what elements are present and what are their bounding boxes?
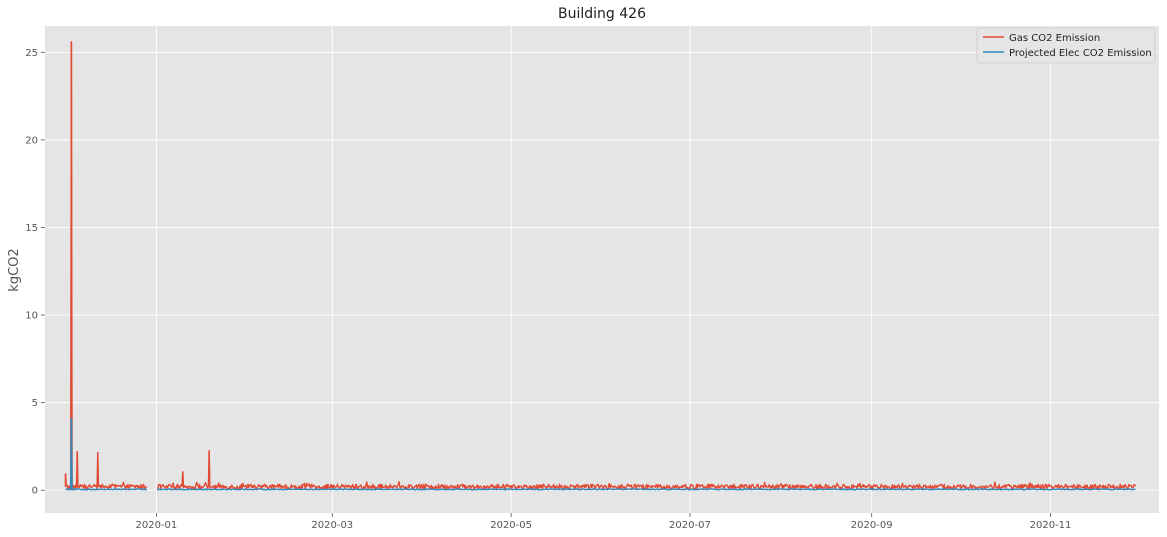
x-tick-label: 2020-03 (311, 520, 353, 531)
grid (45, 26, 1159, 513)
series-group (64, 41, 1137, 491)
y-tick-label: 5 (32, 398, 38, 409)
legend-box (976, 27, 1156, 64)
x-tick-label: 2020-05 (490, 520, 532, 531)
series-line-0 (64, 41, 1137, 490)
chart-title: Building 426 (558, 6, 646, 22)
y-axis-label: kgCO2 (7, 248, 22, 291)
y-tick-label: 20 (25, 135, 38, 146)
y-tick-label: 0 (32, 486, 38, 497)
series-line-1 (65, 417, 1136, 491)
y-tick-label: 10 (25, 311, 38, 322)
x-tick-label: 2020-01 (136, 520, 178, 531)
y-tick-label: 25 (25, 48, 38, 59)
y-ticks: 0 5 10 15 20 25 (25, 48, 45, 497)
plot-background (45, 26, 1159, 513)
x-tick-label: 2020-09 (851, 520, 893, 531)
legend-label-gas: Gas CO2 Emission (1009, 33, 1100, 44)
y-tick-label: 15 (25, 223, 38, 234)
x-tick-label: 2020-11 (1030, 520, 1072, 531)
legend-label-elec: Projected Elec CO2 Emission (1009, 48, 1152, 59)
x-ticks: 2020-01 2020-03 2020-05 2020-07 2020-09 2020-… (136, 513, 1072, 531)
legend: Gas CO2 Emission Projected Elec CO2 Emis… (976, 27, 1156, 64)
x-tick-label: 2020-07 (669, 520, 711, 531)
